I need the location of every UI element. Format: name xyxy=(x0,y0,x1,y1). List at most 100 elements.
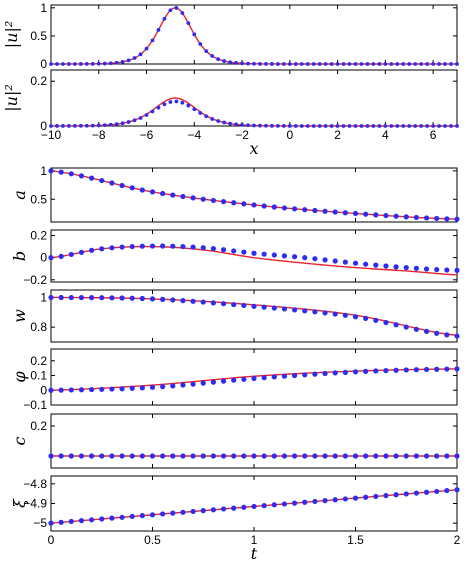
series-dot xyxy=(371,62,376,66)
series-dot xyxy=(323,124,328,128)
series-dot xyxy=(261,304,267,310)
panel-3: 0.5 1 a xyxy=(10,164,460,223)
series-dot xyxy=(342,369,348,375)
series-dot xyxy=(335,124,340,128)
series-dot xyxy=(58,169,64,175)
series-dot xyxy=(200,299,206,305)
y-tick-label: −5 xyxy=(33,516,47,530)
series-dot xyxy=(109,245,115,251)
x-tick-label: 0 xyxy=(48,533,55,547)
series-dot xyxy=(48,294,54,301)
series-dot xyxy=(99,295,105,301)
y-tick-label: 0.2 xyxy=(30,419,47,433)
series-dot xyxy=(231,505,237,511)
series-dot xyxy=(383,367,389,374)
series-dot xyxy=(302,308,308,314)
series-dot xyxy=(363,453,369,459)
series-dot xyxy=(359,124,364,128)
series-dot xyxy=(231,248,237,254)
series-dot xyxy=(434,453,440,459)
x-tick-label: 0.5 xyxy=(144,533,161,547)
series-dot xyxy=(383,212,389,219)
series-dot xyxy=(323,62,328,66)
y-tick-label: 1 xyxy=(40,290,47,304)
series-dot xyxy=(292,372,298,379)
series-dot xyxy=(302,207,308,213)
series-dot xyxy=(258,61,262,66)
series-dot xyxy=(149,296,156,302)
series-dot xyxy=(210,300,216,306)
panel-7: 0.2c xyxy=(10,413,460,469)
series-dot xyxy=(383,453,389,459)
series-dot xyxy=(403,453,409,459)
series-dot xyxy=(68,251,74,258)
series-dot xyxy=(332,370,338,376)
x-tick-label: 1 xyxy=(251,533,258,547)
series-dot xyxy=(373,212,379,218)
series-dot xyxy=(192,107,197,112)
series-dot xyxy=(231,301,237,308)
axes-box xyxy=(50,475,458,532)
series-dot xyxy=(109,453,115,459)
series-dot xyxy=(61,62,65,66)
series-dot xyxy=(271,305,277,311)
y-tick-label: 0 xyxy=(40,119,47,133)
series-dot xyxy=(425,62,430,66)
x-tick-label: −4 xyxy=(187,128,201,142)
series-dot xyxy=(68,387,74,393)
series-dot xyxy=(322,208,328,214)
series-dot xyxy=(423,266,430,272)
series-dot xyxy=(281,62,286,66)
series-dot xyxy=(299,124,304,128)
x-tick-label: 2 xyxy=(454,533,461,547)
series-dot xyxy=(373,493,379,500)
series-dot xyxy=(431,62,436,66)
series-dot xyxy=(180,382,186,388)
series-dot xyxy=(434,488,440,495)
series-dot xyxy=(234,122,238,127)
x-tick-label: 0 xyxy=(286,128,293,142)
series-dot xyxy=(129,453,135,459)
series-dot xyxy=(231,200,237,206)
series-dot xyxy=(96,123,101,128)
series-dot xyxy=(67,62,71,66)
series-dot xyxy=(160,384,166,390)
series-dot xyxy=(264,62,268,66)
series-dot xyxy=(89,295,95,301)
series-dot xyxy=(49,62,53,66)
series-dot xyxy=(393,367,399,373)
series-dot xyxy=(365,62,370,66)
series-dot xyxy=(48,168,54,174)
y-tick-label: 0.5 xyxy=(30,192,47,206)
x-tick-label: −8 xyxy=(92,128,106,142)
x-tick-label: −10 xyxy=(41,128,62,142)
series-dot xyxy=(228,121,233,126)
series-dot xyxy=(419,62,424,66)
series-dot xyxy=(423,489,430,495)
y-axis-label: c xyxy=(10,436,29,445)
series-dot xyxy=(99,516,105,522)
series-dot xyxy=(342,496,348,502)
series-dot xyxy=(454,333,460,339)
y-axis-label: w xyxy=(10,309,29,323)
series-dot xyxy=(403,491,409,497)
series-dot xyxy=(281,124,286,128)
series-dot xyxy=(180,509,186,515)
series-dot xyxy=(317,124,322,128)
series-dot xyxy=(275,62,280,66)
series-dot xyxy=(139,187,145,193)
series-dot xyxy=(72,123,77,128)
series-dot xyxy=(109,515,115,521)
y-tick-label: −4.8 xyxy=(23,477,47,491)
series-dot xyxy=(352,495,359,501)
series-dot xyxy=(96,61,101,66)
series-dot xyxy=(413,326,419,332)
series-dot xyxy=(287,124,292,128)
series-dot xyxy=(84,123,89,128)
series-dot xyxy=(302,255,308,261)
y-axis-label: φ xyxy=(10,371,29,383)
series-dot xyxy=(241,453,247,459)
series-dot xyxy=(352,453,359,459)
series-dot xyxy=(258,123,262,128)
series-dot xyxy=(89,386,95,393)
